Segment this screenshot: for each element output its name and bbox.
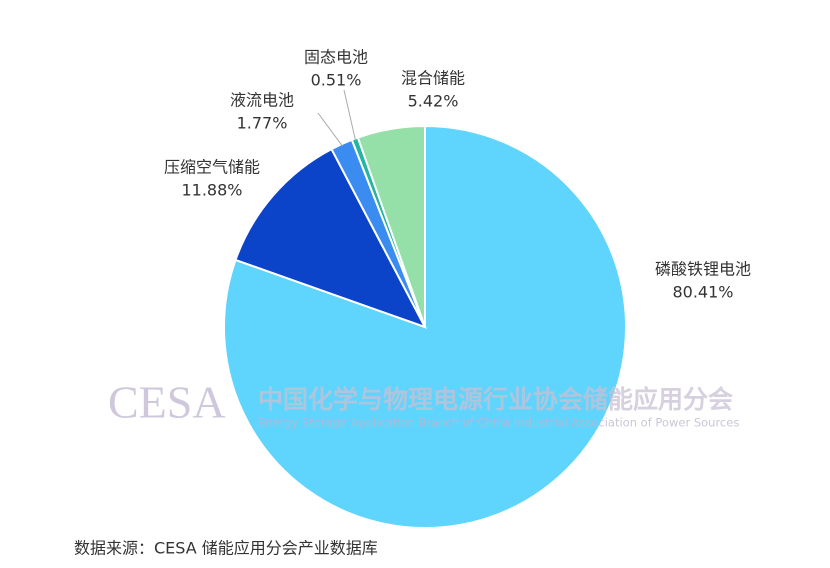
slice-label: 压缩空气储能 bbox=[164, 158, 260, 177]
leader-line bbox=[317, 112, 343, 147]
source-note: 数据来源：CESA 储能应用分会产业数据库 bbox=[74, 539, 378, 558]
pie bbox=[223, 124, 627, 529]
pie-slice bbox=[223, 124, 627, 529]
leader-line bbox=[343, 89, 357, 141]
watermark-logo: CESA bbox=[108, 377, 226, 428]
slice-value-label: 5.42% bbox=[408, 92, 459, 111]
watermark-name-en: Energy Storage Application Branch of Chi… bbox=[258, 416, 739, 430]
slice-label: 混合储能 bbox=[401, 69, 465, 88]
watermark-name: 中国化学与物理电源行业协会储能应用分会 bbox=[258, 385, 733, 414]
slice-label: 固态电池 bbox=[304, 48, 368, 67]
slice-value-label: 0.51% bbox=[311, 71, 362, 90]
pie-slice bbox=[356, 124, 426, 328]
slice-label: 液流电池 bbox=[230, 91, 294, 110]
pie-slice bbox=[234, 147, 428, 329]
slice-value-label: 1.77% bbox=[237, 114, 288, 133]
slice-value-label: 80.41% bbox=[672, 283, 733, 302]
slice-label: 磷酸铁锂电池 bbox=[655, 260, 751, 279]
slice-value-label: 11.88% bbox=[181, 181, 242, 200]
